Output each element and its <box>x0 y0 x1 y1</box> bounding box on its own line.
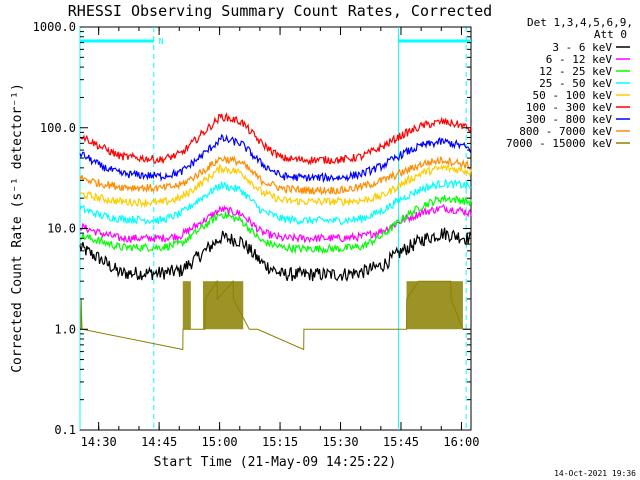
legend-label: 50 - 100 keV <box>533 89 613 102</box>
series-line <box>80 112 472 166</box>
x-tick-label: 15:45 <box>383 435 419 449</box>
x-tick-label: 14:30 <box>81 435 117 449</box>
y-tick-label: 1.0 <box>54 322 76 336</box>
series-layer <box>79 112 472 351</box>
x-tick-label: 15:30 <box>322 435 358 449</box>
plot-frame <box>79 26 472 431</box>
series-line <box>79 155 472 196</box>
legend-label: 6 - 12 keV <box>546 53 613 66</box>
x-tick-label: 14:45 <box>141 435 177 449</box>
x-tick-label: 15:15 <box>262 435 298 449</box>
series-line <box>79 163 472 209</box>
night-marker-label: N <box>159 37 164 46</box>
timestamp: 14-Oct-2021 19:36 <box>554 469 636 478</box>
series-block <box>406 281 463 330</box>
legend-label: 800 - 7000 keV <box>519 125 612 138</box>
x-tick-label: 16:00 <box>443 435 479 449</box>
y-tick-label: 100.0 <box>40 121 76 135</box>
series-line <box>79 203 472 244</box>
legend-label: 3 - 6 keV <box>552 41 612 54</box>
legend-header-2: Att 0 <box>594 28 627 41</box>
series-line <box>79 194 472 255</box>
legend-header-1: Det 1,3,4,5,6,9, <box>527 16 633 29</box>
series-line <box>79 227 472 282</box>
y-tick-label: 0.1 <box>54 423 76 437</box>
y-axis: 0.1 1.0 10.0 100.0 1000.0 <box>33 20 471 437</box>
series-block <box>182 281 191 330</box>
series-line <box>79 133 472 184</box>
legend-label: 25 - 50 keV <box>539 77 612 90</box>
y-tick-label: 1000.0 <box>33 20 76 34</box>
legend-label: 100 - 300 keV <box>526 101 612 114</box>
plot-frame-group <box>79 26 472 431</box>
x-axis: 14:30 14:45 15:00 15:15 15:30 15:45 16:00 <box>81 27 480 449</box>
series-block <box>202 281 244 330</box>
legend-label: 7000 - 15000 keV <box>506 137 612 150</box>
y-axis-label: Corrected Count Rate (s⁻¹ detector⁻¹) <box>10 83 25 373</box>
annotation-layer: N <box>79 27 471 430</box>
chart-title: RHESSI Observing Summary Count Rates, Co… <box>68 2 492 20</box>
legend-label: 12 - 25 keV <box>539 65 612 78</box>
legend-label: 300 - 800 keV <box>526 113 612 126</box>
x-tick-label: 15:00 <box>202 435 238 449</box>
x-axis-label: Start Time (21-May-09 14:25:22) <box>154 455 397 470</box>
y-tick-label: 10.0 <box>47 222 76 236</box>
series-line <box>79 178 472 226</box>
